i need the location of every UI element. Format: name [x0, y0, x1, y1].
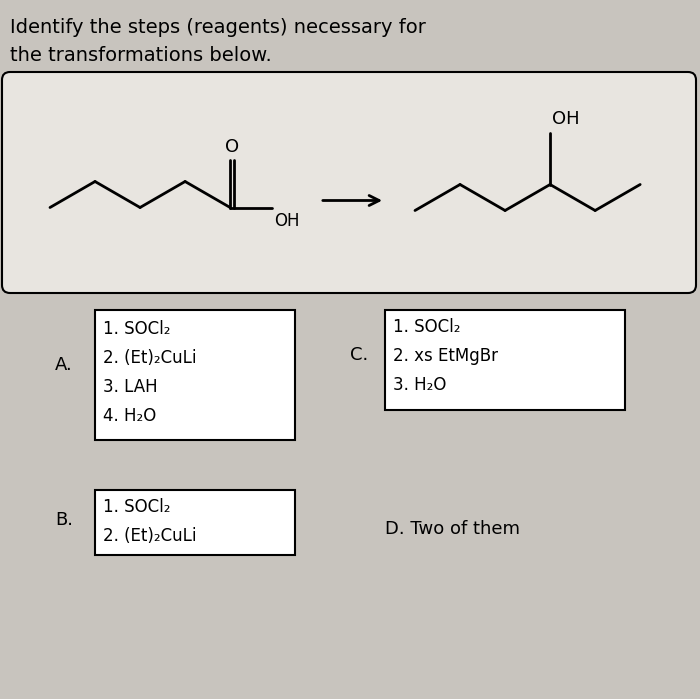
Text: 3. LAH: 3. LAH [103, 378, 158, 396]
Text: A.: A. [55, 356, 73, 374]
Bar [95, 490, 295, 555]
Text: 2. (Et)₂CuLi: 2. (Et)₂CuLi [103, 527, 197, 545]
Text: 2. xs EtMgBr: 2. xs EtMgBr [393, 347, 498, 365]
Bar [95, 310, 295, 440]
Text: 1. SOCl₂: 1. SOCl₂ [103, 498, 171, 516]
Text: OH: OH [274, 212, 300, 229]
Text: 2. (Et)₂CuLi: 2. (Et)₂CuLi [103, 349, 197, 367]
Text: B.: B. [55, 511, 73, 529]
Bar [385, 310, 625, 410]
Text: the transformations below.: the transformations below. [10, 46, 272, 65]
Text: 4. H₂O: 4. H₂O [103, 407, 156, 425]
Text: OH: OH [552, 110, 580, 129]
FancyBboxPatch shape [2, 72, 696, 293]
Text: C.: C. [350, 346, 368, 364]
Text: Identify the steps (reagents) necessary for: Identify the steps (reagents) necessary … [10, 18, 426, 37]
Text: 1. SOCl₂: 1. SOCl₂ [103, 320, 171, 338]
Text: 3. H₂O: 3. H₂O [393, 376, 447, 394]
Text: O: O [225, 138, 239, 155]
Text: D. Two of them: D. Two of them [385, 520, 520, 538]
Text: 1. SOCl₂: 1. SOCl₂ [393, 318, 461, 336]
